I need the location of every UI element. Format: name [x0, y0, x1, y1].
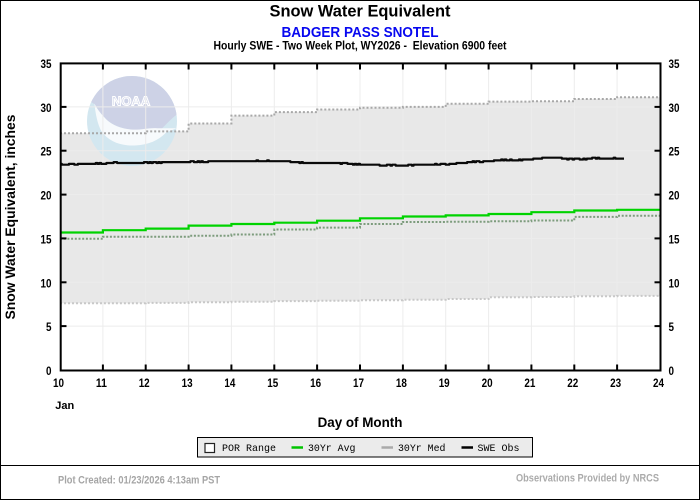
svg-text:23: 23	[610, 376, 621, 390]
svg-text:5: 5	[669, 320, 675, 334]
svg-text:24: 24	[653, 376, 664, 390]
svg-text:Plot Created: 01/23/2026 4:13a: Plot Created: 01/23/2026 4:13am PST	[58, 475, 220, 487]
svg-text:10: 10	[41, 276, 52, 290]
svg-text:17: 17	[353, 376, 364, 390]
svg-text:POR Range: POR Range	[222, 443, 276, 455]
svg-text:30Yr Avg: 30Yr Avg	[308, 443, 356, 455]
svg-text:NOAA: NOAA	[112, 94, 151, 109]
svg-text:Hourly SWE - Two Week Plot, WY: Hourly SWE - Two Week Plot, WY2026 - Ele…	[214, 39, 507, 53]
svg-text:BADGER PASS SNOTEL: BADGER PASS SNOTEL	[282, 25, 439, 41]
svg-text:12: 12	[139, 376, 150, 390]
svg-text:10: 10	[53, 376, 64, 390]
svg-text:20: 20	[482, 376, 493, 390]
svg-text:Day of Month: Day of Month	[318, 415, 403, 430]
svg-text:10: 10	[669, 276, 680, 290]
svg-text:0: 0	[46, 364, 52, 378]
svg-text:Snow Water Equivalent: Snow Water Equivalent	[270, 3, 451, 21]
svg-text:19: 19	[439, 376, 450, 390]
svg-text:25: 25	[669, 145, 680, 159]
svg-text:35: 35	[669, 57, 680, 71]
svg-text:30Yr Med: 30Yr Med	[398, 443, 446, 455]
svg-text:30: 30	[41, 101, 52, 115]
svg-text:15: 15	[41, 232, 52, 246]
svg-text:16: 16	[310, 376, 321, 390]
svg-text:Snow Water Equivalent, inches: Snow Water Equivalent, inches	[2, 114, 18, 319]
svg-text:21: 21	[524, 376, 535, 390]
svg-text:Jan: Jan	[55, 400, 74, 412]
svg-text:22: 22	[567, 376, 578, 390]
svg-text:5: 5	[46, 320, 52, 334]
svg-text:13: 13	[182, 376, 193, 390]
svg-text:14: 14	[224, 376, 235, 390]
svg-text:30: 30	[669, 101, 680, 115]
svg-text:0: 0	[669, 364, 675, 378]
svg-text:20: 20	[669, 189, 680, 203]
svg-text:15: 15	[669, 232, 680, 246]
svg-text:15: 15	[267, 376, 278, 390]
svg-text:25: 25	[41, 145, 52, 159]
svg-text:SWE Obs: SWE Obs	[478, 443, 520, 455]
svg-text:Observations Provided by NRCS: Observations Provided by NRCS	[516, 472, 659, 484]
svg-text:35: 35	[41, 57, 52, 71]
svg-text:11: 11	[96, 376, 107, 390]
svg-text:20: 20	[41, 189, 52, 203]
svg-text:18: 18	[396, 376, 407, 390]
